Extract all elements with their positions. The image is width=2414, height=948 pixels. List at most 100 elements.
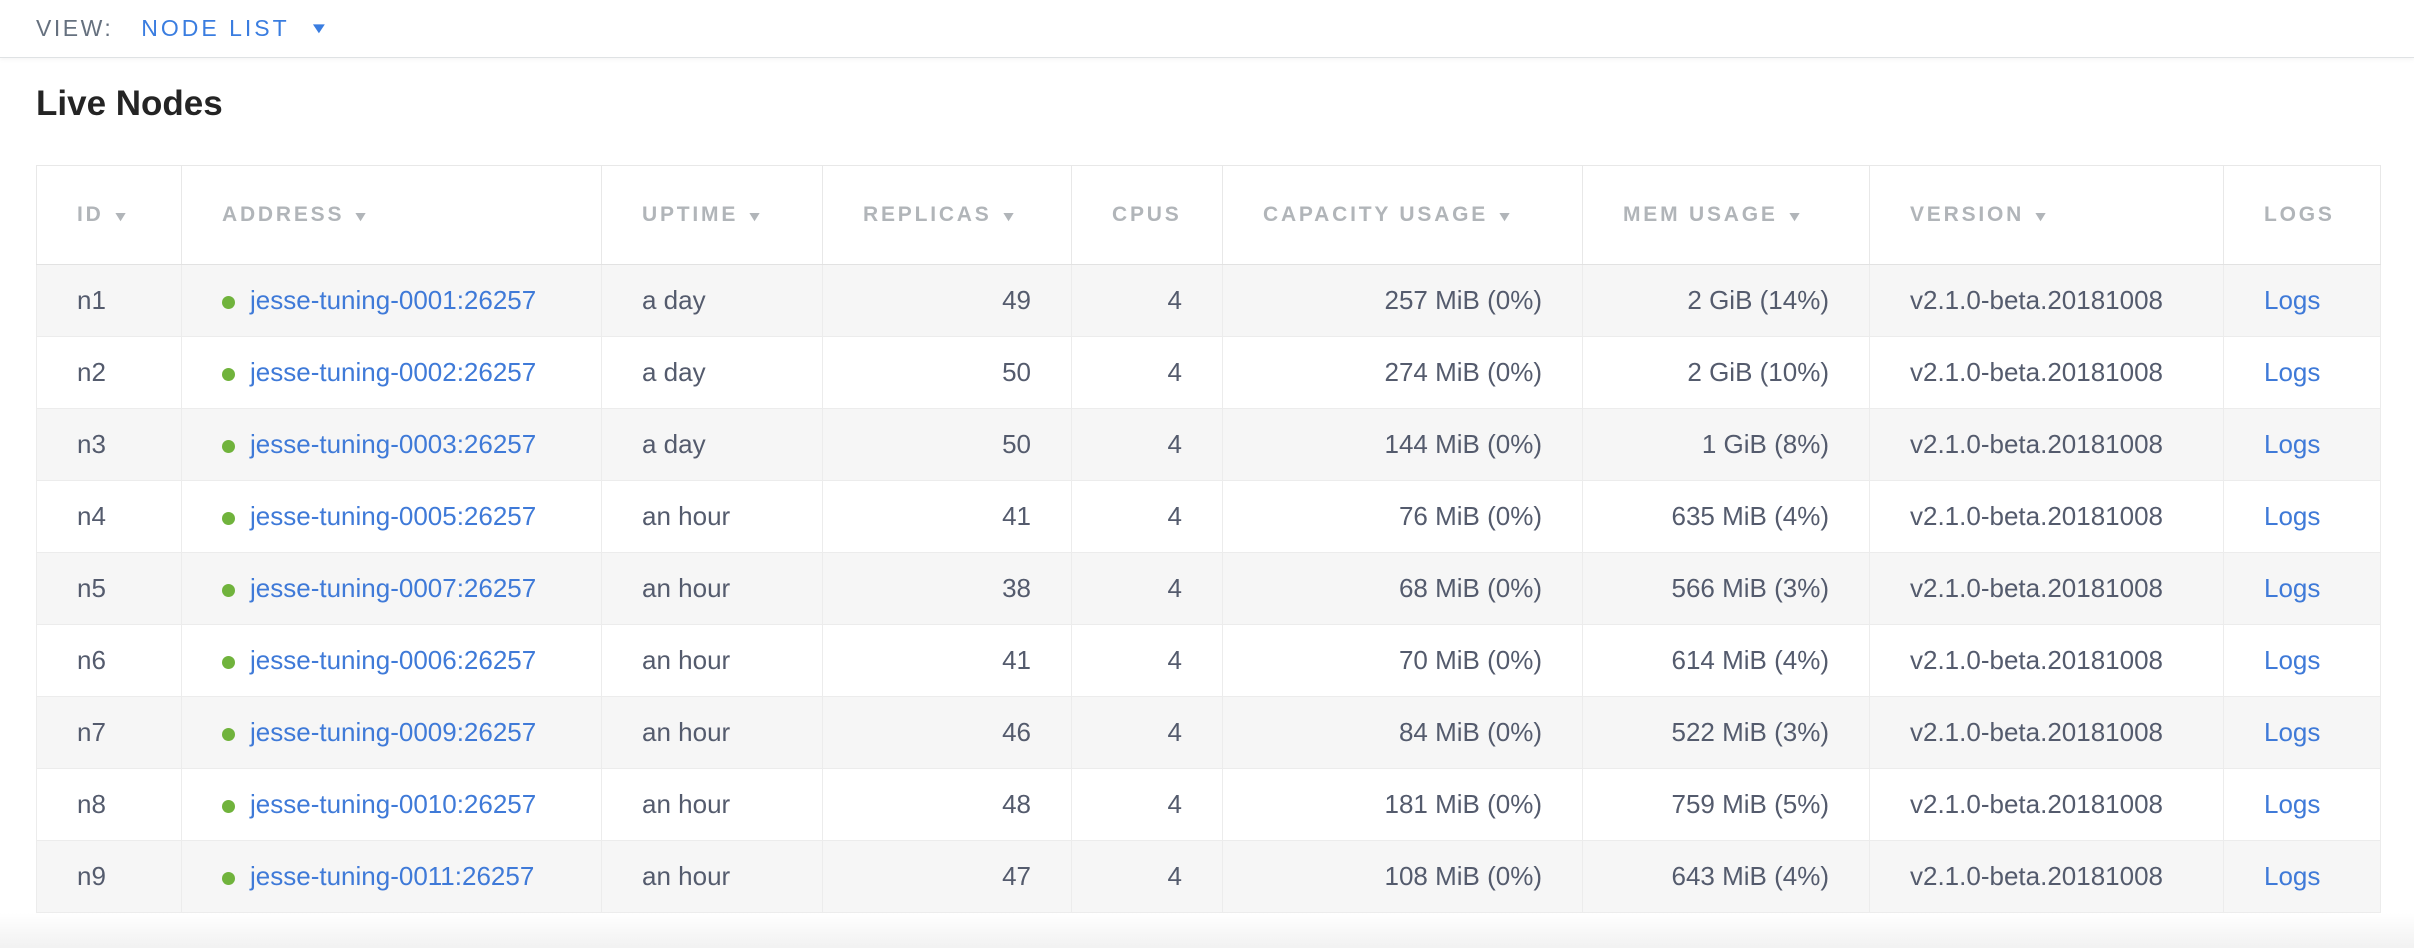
cell-version: v2.1.0-beta.20181008 [1869, 840, 2224, 913]
view-selector-dropdown[interactable]: NODE LIST ▼ [141, 15, 329, 42]
cell-address: jesse-tuning-0001:26257 [181, 264, 602, 337]
cell-value: 4 [1167, 789, 1182, 819]
node-live-status-icon [222, 800, 235, 813]
cell-mem: 2 GiB (14%) [1582, 264, 1870, 337]
cell-uptime: a day [601, 408, 823, 481]
node-address-link[interactable]: jesse-tuning-0001:26257 [250, 285, 537, 315]
sort-desc-icon: ▼ [2032, 208, 2053, 224]
column-header-capacity[interactable]: CAPACITY USAGE ▼ [1222, 165, 1583, 265]
node-address-link[interactable]: jesse-tuning-0011:26257 [250, 861, 535, 891]
cell-value: 566 MiB (3%) [1671, 573, 1830, 603]
cell-replicas: 50 [822, 408, 1072, 481]
cell-id: n4 [36, 480, 182, 553]
cell-value: n3 [77, 429, 106, 459]
column-header-address[interactable]: ADDRESS ▼ [181, 165, 602, 265]
node-address-link[interactable]: jesse-tuning-0006:26257 [250, 645, 537, 675]
table-row: n2 jesse-tuning-0002:26257 a day 50 4 274 MiB… [36, 336, 2381, 409]
node-address-link[interactable]: jesse-tuning-0007:26257 [250, 573, 537, 603]
cell-uptime: an hour [601, 840, 823, 913]
cell-id: n7 [36, 696, 182, 769]
cell-logs: Logs [2223, 768, 2381, 841]
cell-uptime: a day [601, 264, 823, 337]
view-label: VIEW: [36, 15, 114, 41]
cell-value: 759 MiB (5%) [1671, 789, 1830, 819]
cell-value: 614 MiB (4%) [1671, 645, 1830, 675]
table-row: n8 jesse-tuning-0010:26257 an hour 48 4 181 M… [36, 768, 2381, 841]
cell-value: 2 GiB (10%) [1687, 357, 1829, 387]
table-row: n7 jesse-tuning-0009:26257 an hour 46 4 84 Mi… [36, 696, 2381, 769]
column-header-mem[interactable]: MEM USAGE ▼ [1582, 165, 1870, 265]
column-header-label: MEM USAGE [1623, 203, 1778, 226]
cell-replicas: 38 [822, 552, 1072, 625]
table-row: n6 jesse-tuning-0006:26257 an hour 41 4 70 Mi… [36, 624, 2381, 697]
logs-link[interactable]: Logs [2264, 789, 2321, 819]
cell-value: v2.1.0-beta.20181008 [1910, 861, 2163, 891]
sort-desc-icon: ▼ [352, 208, 374, 224]
logs-link[interactable]: Logs [2264, 645, 2321, 675]
logs-link[interactable]: Logs [2264, 717, 2321, 747]
cell-version: v2.1.0-beta.20181008 [1869, 480, 2224, 553]
logs-link[interactable]: Logs [2264, 285, 2321, 315]
column-header-uptime[interactable]: UPTIME ▼ [601, 165, 823, 265]
cell-replicas: 49 [822, 264, 1072, 337]
cell-value: 4 [1167, 573, 1182, 603]
cell-version: v2.1.0-beta.20181008 [1869, 408, 2224, 481]
cell-cpus: 4 [1071, 336, 1223, 409]
cell-cpus: 4 [1071, 624, 1223, 697]
cell-value: an hour [642, 573, 731, 603]
cell-uptime: an hour [601, 768, 823, 841]
logs-link[interactable]: Logs [2264, 861, 2321, 891]
logs-link[interactable]: Logs [2264, 429, 2321, 459]
cell-value: an hour [642, 645, 731, 675]
table-header: ID ▼ ADDRESS ▼ UPTIME ▼ REPLICAS ▼ CPUS CAPACITY … [36, 165, 2381, 265]
column-header-replicas[interactable]: REPLICAS ▼ [822, 165, 1072, 265]
column-header-id[interactable]: ID ▼ [36, 165, 182, 265]
cell-id: n9 [36, 840, 182, 913]
cell-logs: Logs [2223, 696, 2381, 769]
cell-value: 50 [1002, 357, 1031, 387]
cell-address: jesse-tuning-0005:26257 [181, 480, 602, 553]
cell-cpus: 4 [1071, 408, 1223, 481]
logs-link[interactable]: Logs [2264, 573, 2321, 603]
cell-value: 2 GiB (14%) [1687, 285, 1829, 315]
cell-value: n4 [77, 501, 106, 531]
cell-logs: Logs [2223, 408, 2381, 481]
cell-logs: Logs [2223, 552, 2381, 625]
cell-value: 38 [1002, 573, 1031, 603]
cell-value: 47 [1002, 861, 1031, 891]
logs-link[interactable]: Logs [2264, 357, 2321, 387]
cell-value: n2 [77, 357, 106, 387]
cell-id: n6 [36, 624, 182, 697]
logs-link[interactable]: Logs [2264, 501, 2321, 531]
column-header-cpus: CPUS [1071, 165, 1223, 265]
cell-uptime: a day [601, 336, 823, 409]
live-nodes-section: ID ▼ ADDRESS ▼ UPTIME ▼ REPLICAS ▼ CPUS CAPACITY … [36, 165, 2414, 913]
column-header-label: LOGS [2264, 203, 2335, 226]
cell-capacity: 257 MiB (0%) [1222, 264, 1583, 337]
cell-value: an hour [642, 789, 731, 819]
cell-capacity: 181 MiB (0%) [1222, 768, 1583, 841]
table-header-row: ID ▼ ADDRESS ▼ UPTIME ▼ REPLICAS ▼ CPUS CAPACITY … [36, 165, 2381, 265]
node-address-link[interactable]: jesse-tuning-0003:26257 [250, 429, 537, 459]
cell-version: v2.1.0-beta.20181008 [1869, 264, 2224, 337]
cell-value: n1 [77, 285, 106, 315]
cell-address: jesse-tuning-0003:26257 [181, 408, 602, 481]
node-address-link[interactable]: jesse-tuning-0009:26257 [250, 717, 537, 747]
cell-value: an hour [642, 861, 731, 891]
node-address-link[interactable]: jesse-tuning-0010:26257 [250, 789, 537, 819]
cell-version: v2.1.0-beta.20181008 [1869, 624, 2224, 697]
cell-cpus: 4 [1071, 264, 1223, 337]
cell-id: n8 [36, 768, 182, 841]
node-address-link[interactable]: jesse-tuning-0002:26257 [250, 357, 537, 387]
cell-id: n3 [36, 408, 182, 481]
table-row: n1 jesse-tuning-0001:26257 a day 49 4 257 MiB… [36, 264, 2381, 337]
cell-uptime: an hour [601, 624, 823, 697]
sort-desc-icon: ▼ [111, 208, 133, 224]
column-header-version[interactable]: VERSION ▼ [1869, 165, 2224, 265]
cell-version: v2.1.0-beta.20181008 [1869, 768, 2224, 841]
node-live-status-icon [222, 656, 235, 669]
cell-value: a day [642, 285, 706, 315]
cell-value: 643 MiB (4%) [1671, 861, 1830, 891]
node-address-link[interactable]: jesse-tuning-0005:26257 [250, 501, 537, 531]
cell-value: v2.1.0-beta.20181008 [1910, 429, 2163, 459]
